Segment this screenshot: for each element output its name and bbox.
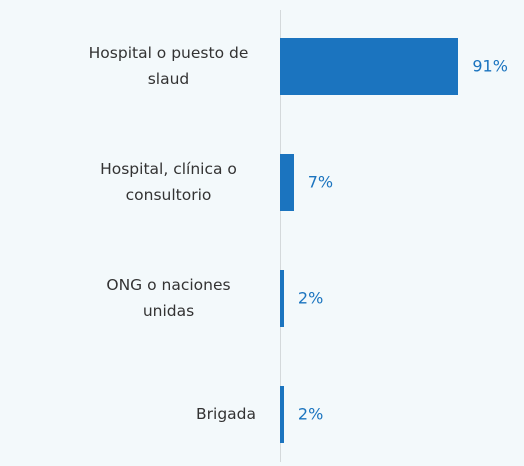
value-label: 2% xyxy=(297,404,324,424)
bar xyxy=(280,385,284,443)
category-label: Brigada xyxy=(196,405,256,423)
category-label: Hospital, clínica o consultorio xyxy=(100,160,237,204)
value-label: 7% xyxy=(307,172,334,192)
axis-line xyxy=(280,10,281,462)
value-label: 2% xyxy=(297,288,324,308)
category-label: ONG o naciones unidas xyxy=(106,276,231,320)
bar xyxy=(280,269,284,327)
bar xyxy=(280,37,459,95)
category-label: Hospital o puesto de slaud xyxy=(88,44,249,88)
bar xyxy=(280,153,294,211)
value-label: 91% xyxy=(472,56,508,76)
